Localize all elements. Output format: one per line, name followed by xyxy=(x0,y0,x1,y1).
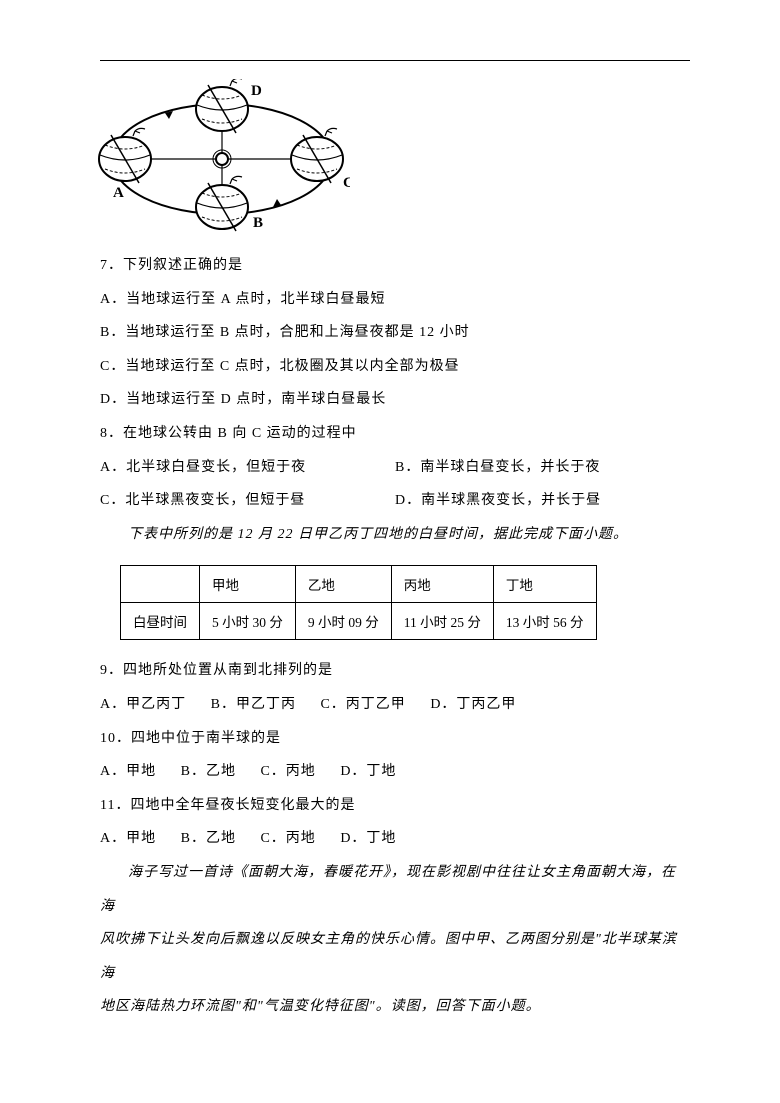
td-jia: 5 小时 30 分 xyxy=(200,603,296,640)
q10-option-b: B．乙地 xyxy=(181,755,236,789)
q9-option-a: A．甲乙丙丁 xyxy=(100,688,186,722)
passage-line-1: 海子写过一首诗《面朝大海，春暖花开》，现在影视剧中往往让女主角面朝大海，在海 xyxy=(100,856,690,923)
q8-option-b: B．南半球白昼变长，并长于夜 xyxy=(395,451,690,485)
th-ding: 丁地 xyxy=(493,566,596,603)
q8-option-d: D．南半球黑夜变长，并长于昼 xyxy=(395,484,690,518)
td-label: 白昼时间 xyxy=(121,603,200,640)
td-ding: 13 小时 56 分 xyxy=(493,603,596,640)
q11-option-b: B．乙地 xyxy=(181,822,236,856)
q7-option-c: C．当地球运行至 C 点时，北极圈及其以内全部为极昼 xyxy=(100,350,690,384)
th-yi: 乙地 xyxy=(295,566,391,603)
q7-option-b: B．当地球运行至 B 点时，合肥和上海昼夜都是 12 小时 xyxy=(100,316,690,350)
q8-stem: 8．在地球公转由 B 向 C 运动的过程中 xyxy=(100,417,690,451)
q7-option-a: A．当地球运行至 A 点时，北半球白昼最短 xyxy=(100,283,690,317)
exam-page: A B C D xyxy=(0,0,780,1103)
passage-line-3: 地区海陆热力环流图"和"气温变化特征图"。读图，回答下面小题。 xyxy=(100,990,690,1024)
daylength-table: 甲地 乙地 丙地 丁地 白昼时间 5 小时 30 分 9 小时 09 分 11 … xyxy=(120,565,597,640)
q7-stem: 7．下列叙述正确的是 xyxy=(100,249,690,283)
q10-options: A．甲地 B．乙地 C．丙地 D．丁地 xyxy=(100,755,690,789)
q10-option-a: A．甲地 xyxy=(100,755,156,789)
table-data-row: 白昼时间 5 小时 30 分 9 小时 09 分 11 小时 25 分 13 小… xyxy=(121,603,597,640)
q11-option-c: C．丙地 xyxy=(260,822,315,856)
diagram-label-a: A xyxy=(113,185,124,201)
q10-option-c: C．丙地 xyxy=(260,755,315,789)
diagram-label-b: B xyxy=(253,215,263,231)
q8-option-a: A．北半球白昼变长，但短于夜 xyxy=(100,451,395,485)
table-intro: 下表中所列的是 12 月 22 日甲乙丙丁四地的白昼时间，据此完成下面小题。 xyxy=(100,518,690,552)
top-rule xyxy=(100,60,690,61)
orbit-diagram: A B C D xyxy=(95,79,350,234)
q11-options: A．甲地 B．乙地 C．丙地 D．丁地 xyxy=(100,822,690,856)
q10-stem: 10．四地中位于南半球的是 xyxy=(100,722,690,756)
q8-option-c: C．北半球黑夜变长，但短于昼 xyxy=(100,484,395,518)
q8-row-ab: A．北半球白昼变长，但短于夜 B．南半球白昼变长，并长于夜 xyxy=(100,451,690,485)
td-bing: 11 小时 25 分 xyxy=(391,603,493,640)
q9-options: A．甲乙丙丁 B．甲乙丁丙 C．丙丁乙甲 D．丁丙乙甲 xyxy=(100,688,690,722)
q9-option-b: B．甲乙丁丙 xyxy=(211,688,296,722)
th-jia: 甲地 xyxy=(200,566,296,603)
q8-row-cd: C．北半球黑夜变长，但短于昼 D．南半球黑夜变长，并长于昼 xyxy=(100,484,690,518)
th-blank xyxy=(121,566,200,603)
q11-option-a: A．甲地 xyxy=(100,822,156,856)
diagram-label-d: D xyxy=(251,83,262,99)
table-header-row: 甲地 乙地 丙地 丁地 xyxy=(121,566,597,603)
q11-stem: 11．四地中全年昼夜长短变化最大的是 xyxy=(100,789,690,823)
q9-stem: 9．四地所处位置从南到北排列的是 xyxy=(100,654,690,688)
q9-option-c: C．丙丁乙甲 xyxy=(320,688,405,722)
q9-option-d: D．丁丙乙甲 xyxy=(430,688,516,722)
diagram-label-c: C xyxy=(343,175,350,191)
th-bing: 丙地 xyxy=(391,566,493,603)
td-yi: 9 小时 09 分 xyxy=(295,603,391,640)
q10-option-d: D．丁地 xyxy=(340,755,396,789)
passage-line-2: 风吹拂下让头发向后飘逸以反映女主角的快乐心情。图中甲、乙两图分别是"北半球某滨海 xyxy=(100,923,690,990)
q11-option-d: D．丁地 xyxy=(340,822,396,856)
q7-option-d: D．当地球运行至 D 点时，南半球白昼最长 xyxy=(100,383,690,417)
